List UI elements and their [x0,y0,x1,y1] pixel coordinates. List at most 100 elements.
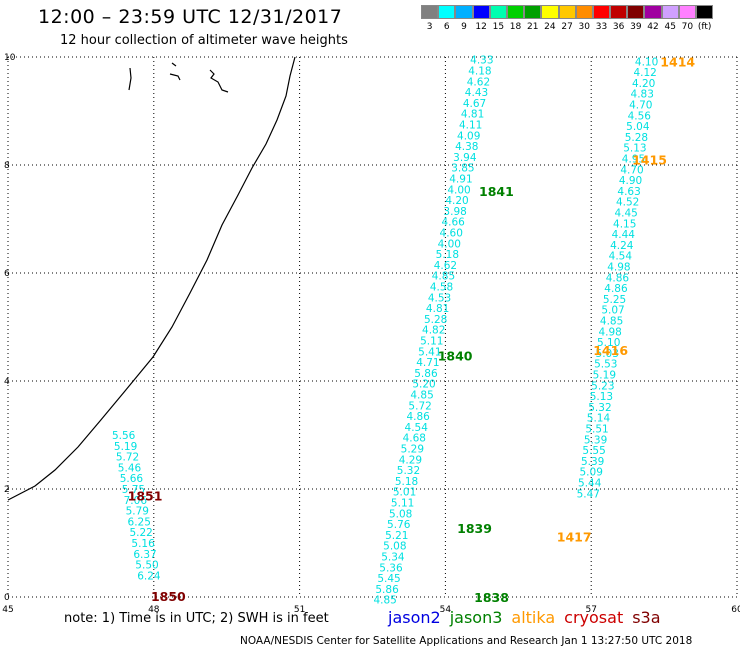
wave-height-value: 4.33 [470,55,493,67]
wave-height-value: 5.18 [395,476,418,488]
color-scale-label: 30 [578,22,590,32]
wave-height-value: 5.32 [588,402,611,414]
wave-height-value: 5.56 [112,430,136,442]
wave-height-value: 5.04 [626,121,650,133]
y-tick-label: 2 [4,485,10,495]
wave-height-value: 5.09 [580,467,603,479]
wave-height-value: 4.54 [405,422,429,434]
wave-height-value: 5.19 [114,441,137,453]
grid-lines [7,56,738,598]
wave-height-value: 4.62 [434,260,457,272]
wave-height-value: 4.43 [465,87,488,99]
wave-height-value: 5.32 [397,465,420,477]
wave-height-value: 4.29 [399,454,422,466]
wave-height-value: 5.25 [603,294,626,306]
wave-height-value: 4.63 [617,186,640,198]
wave-height-value: 4.11 [459,120,482,132]
wave-height-value: 5.23 [591,380,614,392]
wave-height-value: 4.54 [609,251,633,263]
pass-label: 1841 [479,184,514,199]
wave-height-value: 5.16 [131,538,155,550]
wave-height-value: 5.34 [381,552,405,564]
wave-height-value: 4.20 [445,195,468,207]
color-scale-swatches [421,5,714,19]
wave-height-value: 4.62 [467,76,490,88]
wave-height-value: 5.11 [420,336,443,348]
wave-height-value: 5.22 [129,527,152,539]
pass-label: 1840 [438,349,473,364]
wave-height-value: 4.67 [463,98,486,110]
wave-height-value: 5.08 [389,508,412,520]
wave-height-value: 5.28 [424,314,447,326]
footer-credit: NOAA/NESDIS Center for Satellite Applica… [240,635,693,647]
wave-height-value: 4.98 [607,262,630,274]
wave-height-value: 4.90 [619,175,642,187]
color-swatch [610,5,628,19]
wave-height-value: 5.50 [135,560,158,572]
x-tick-label: 48 [148,605,160,615]
wave-height-value: 5.03 [596,348,619,360]
axis-tick-labels: 45 48 51 54 57 60 0 2 4 6 8 10 [2,53,740,615]
wave-height-value: 4.95 [622,154,645,166]
wave-height-value: 5.51 [585,424,608,436]
wave-height-value: 5.55 [582,445,605,457]
color-swatch [455,5,473,19]
wave-height-value: 6.24 [137,570,161,582]
coastline-path [7,56,296,501]
color-scale-label: 12 [475,22,487,32]
pass-label: 1415 [632,153,667,168]
wave-height-value: 5.72 [408,400,431,412]
wave-height-value: 5.01 [393,487,416,499]
color-scale-legend: 3 6 9 12 15 18 21 24 27 30 33 36 39 42 45 70 (ft) [421,5,714,32]
color-scale-label: 9 [461,22,467,32]
wave-height-value: 5.86 [414,368,438,380]
wave-height-value: 5.11 [391,498,414,510]
x-tick-label: 60 [731,605,740,615]
wave-height-value: 4.53 [428,292,451,304]
wave-height-value: 4.83 [631,89,654,101]
wave-height-value: 4.45 [614,208,637,220]
wave-height-value: 5.76 [387,519,411,531]
wave-height-value: 5.13 [623,143,646,155]
color-swatch [627,5,645,19]
color-swatch [506,5,525,19]
wave-height-value: 4.81 [461,109,484,121]
wave-height-value: 4.85 [432,271,455,283]
color-scale-label: 18 [509,22,522,32]
wave-height-value: 4.24 [610,240,634,252]
wave-height-value: 5.45 [377,573,400,585]
wave-height-value: 5.21 [385,530,408,542]
wave-height-value: 5.46 [118,462,142,474]
wave-height-value: 7.06 [124,495,148,507]
wave-height-value: 4.86 [406,411,430,423]
wave-height-value: 4.12 [633,67,656,79]
wave-height-value: 5.39 [584,434,607,446]
wave-height-value: 4.10 [635,56,658,68]
footer-note: note: 1) Time is in UTC; 2) SWH is in fe… [64,611,329,626]
page-title: 12:00 – 23:59 UTC 12/31/2017 [38,6,343,28]
wave-height-value: 5.28 [625,132,648,144]
color-scale-label: 27 [561,22,573,32]
wave-height-value: 5.20 [412,379,435,391]
color-scale-label: (ft) [697,22,712,32]
wave-height-value: 5.53 [594,359,617,371]
wave-height-value: 3.85 [451,163,474,175]
x-tick-label: 57 [585,605,596,615]
wave-height-value: 4.18 [468,66,491,78]
coastline [7,56,296,501]
color-scale-label: 45 [664,22,676,32]
wave-height-value: 5.13 [590,391,613,403]
color-scale-label: 3 [426,22,433,32]
satellite-s3a: s3a [632,608,661,627]
color-swatch [644,5,662,19]
wave-height-value: 4.85 [600,316,623,328]
wave-height-value: 4.60 [440,228,463,240]
color-scale-label: 24 [544,22,556,32]
satellite-cryosat: cryosat [564,608,624,627]
wave-height-value: 5.79 [126,506,149,518]
wave-height-value: 4.15 [613,218,636,230]
wave-height-value: 4.98 [598,326,621,338]
wave-height-value: 3.98 [443,206,466,218]
color-swatch [558,5,576,19]
